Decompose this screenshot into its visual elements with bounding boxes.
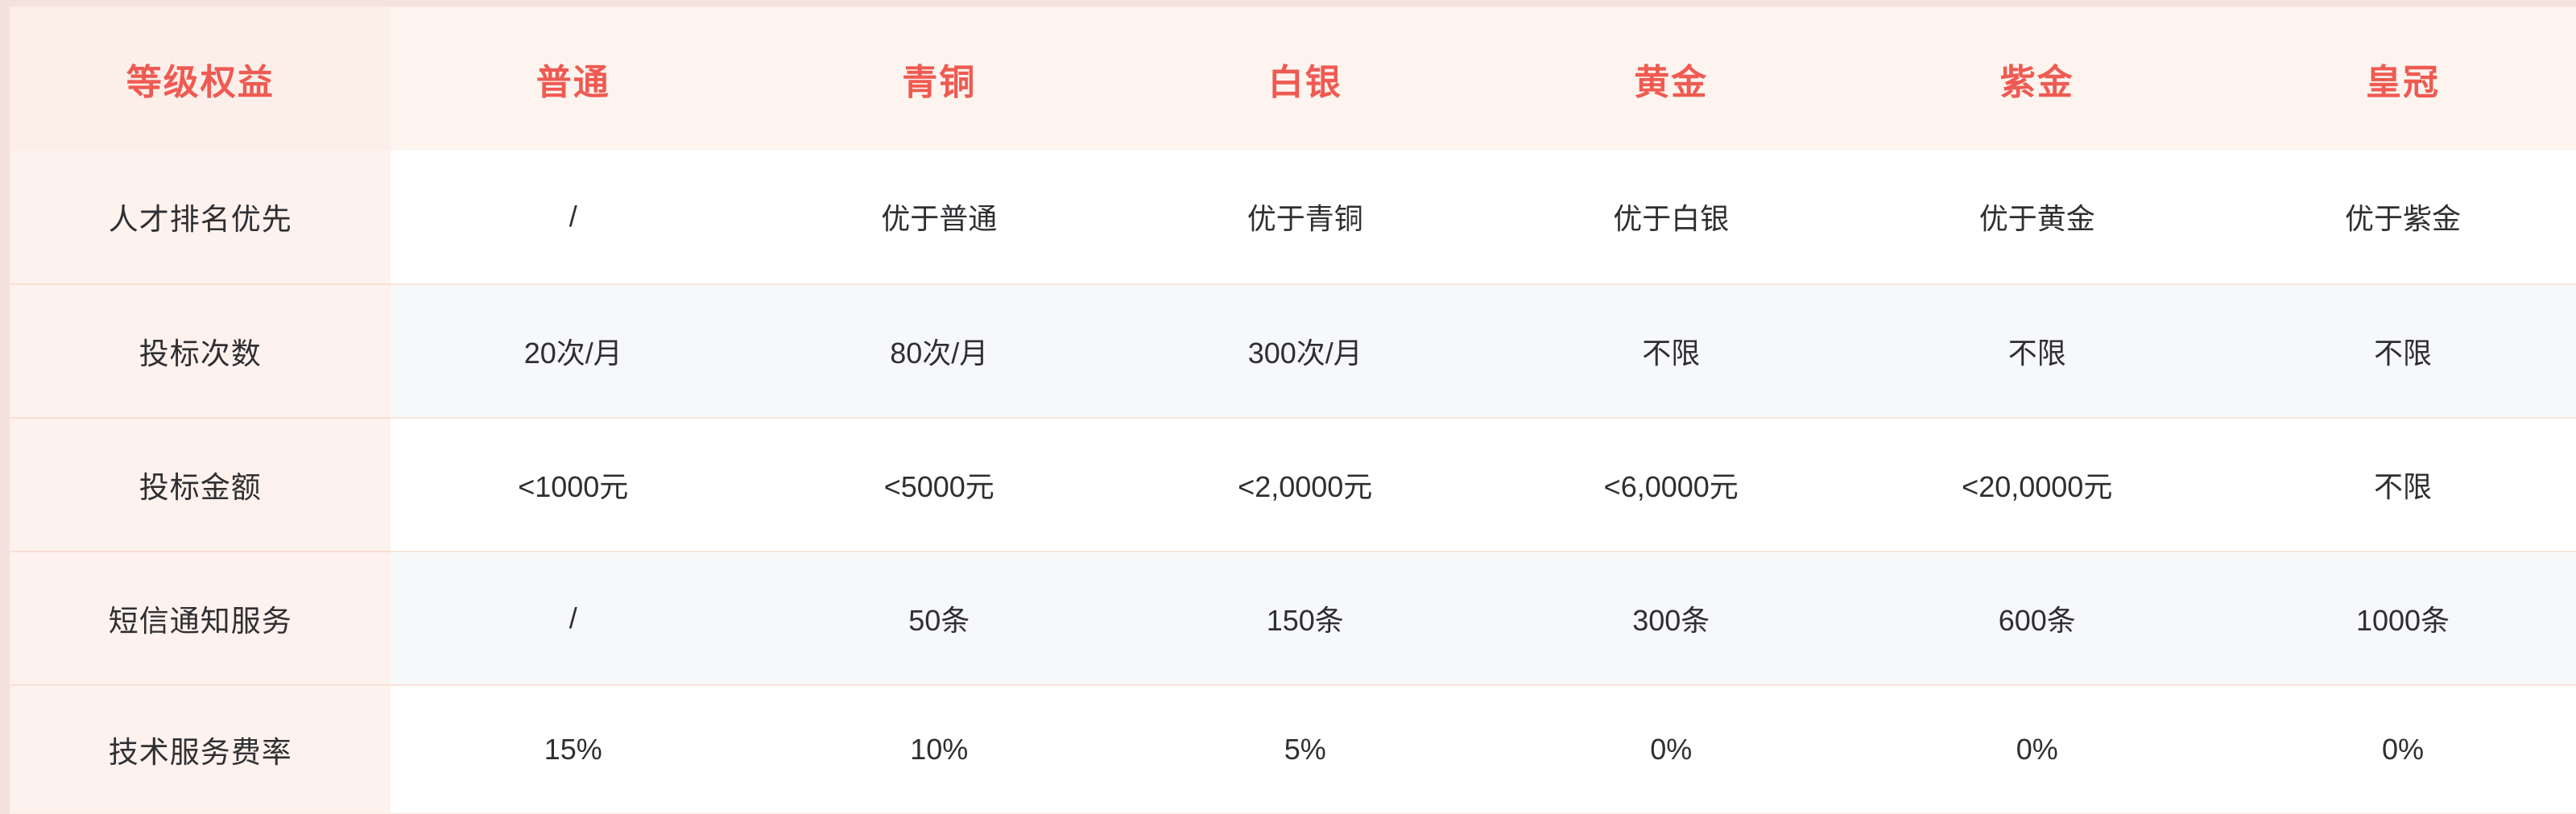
table-cell: 300条 xyxy=(1488,550,1854,685)
column-header-huangguan: 皇冠 xyxy=(2220,6,2576,151)
table-cell: 0% xyxy=(1488,684,1854,814)
row-label: 投标次数 xyxy=(10,283,391,418)
row-label: 短信通知服务 xyxy=(10,550,391,685)
table-cell: 50条 xyxy=(756,550,1123,685)
table-cell: 5% xyxy=(1122,684,1488,814)
table-row: 投标金额 <1000元 <5000元 <2,0000元 <6,0000元 <20… xyxy=(10,416,2576,552)
table-cell: 0% xyxy=(1854,684,2220,814)
table-cell: 优于紫金 xyxy=(2220,150,2576,284)
table-cell: 优于黄金 xyxy=(1854,150,2220,284)
column-header-benefit: 等级权益 xyxy=(10,6,391,151)
table-cell: <1000元 xyxy=(390,416,756,552)
column-header-putong: 普通 xyxy=(390,6,756,151)
table-row: 人才排名优先 / 优于普通 优于青铜 优于白银 优于黄金 优于紫金 xyxy=(10,150,2576,284)
table-cell: <2,0000元 xyxy=(1122,416,1488,552)
table-body: 人才排名优先 / 优于普通 优于青铜 优于白银 优于黄金 优于紫金 投标次数 2… xyxy=(10,150,2576,814)
membership-benefits-table: 等级权益 普通 青铜 白银 黄金 紫金 皇冠 人才排名优先 / 优于普通 优于青… xyxy=(10,6,2576,814)
column-header-huangjin: 黄金 xyxy=(1488,6,1854,151)
table-cell: 600条 xyxy=(1854,550,2220,685)
table-cell: / xyxy=(390,150,756,284)
table-cell: 优于普通 xyxy=(756,150,1123,284)
row-label: 技术服务费率 xyxy=(10,684,391,814)
table-cell: 不限 xyxy=(1488,283,1854,418)
table-row: 技术服务费率 15% 10% 5% 0% 0% 0% xyxy=(10,684,2576,814)
table-cell: 20次/月 xyxy=(390,283,756,418)
table-cell: 不限 xyxy=(2220,416,2576,552)
table-cell: 150条 xyxy=(1122,550,1488,685)
row-label: 人才排名优先 xyxy=(10,150,391,284)
table-cell: / xyxy=(390,550,756,685)
header-row: 等级权益 普通 青铜 白银 黄金 紫金 皇冠 xyxy=(10,6,2576,151)
table-cell: 10% xyxy=(756,684,1123,814)
table-cell: 不限 xyxy=(2220,283,2576,418)
table-cell: 优于白银 xyxy=(1488,150,1854,284)
table-row: 短信通知服务 / 50条 150条 300条 600条 1000条 xyxy=(10,550,2576,685)
table-cell: <5000元 xyxy=(756,416,1123,552)
table-header: 等级权益 普通 青铜 白银 黄金 紫金 皇冠 xyxy=(10,6,2576,151)
column-header-qingtong: 青铜 xyxy=(756,6,1123,151)
row-label: 投标金额 xyxy=(10,416,391,552)
table-cell: 300次/月 xyxy=(1122,283,1488,418)
column-header-baiyin: 白银 xyxy=(1122,6,1488,151)
table-cell: <6,0000元 xyxy=(1488,416,1854,552)
table-cell: 优于青铜 xyxy=(1122,150,1488,284)
table-cell: 80次/月 xyxy=(756,283,1123,418)
table-row: 投标次数 20次/月 80次/月 300次/月 不限 不限 不限 xyxy=(10,283,2576,418)
table-cell: 0% xyxy=(2220,684,2576,814)
table-cell: 1000条 xyxy=(2220,550,2576,685)
table-cell: <20,0000元 xyxy=(1854,416,2220,552)
table-cell: 不限 xyxy=(1854,283,2220,418)
column-header-zijin: 紫金 xyxy=(1854,6,2220,151)
table-cell: 15% xyxy=(390,684,756,814)
